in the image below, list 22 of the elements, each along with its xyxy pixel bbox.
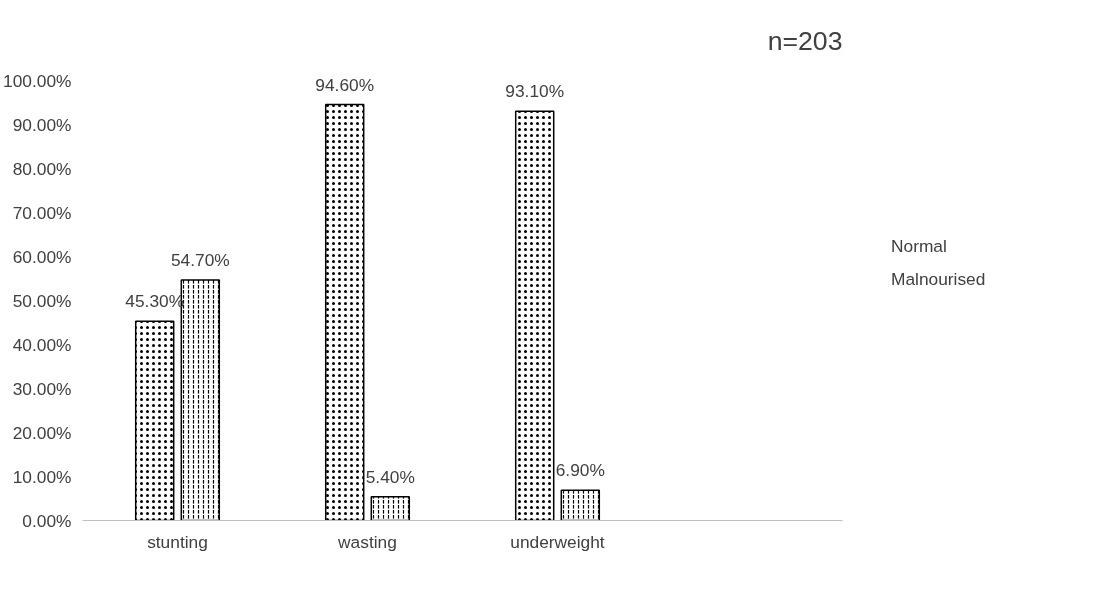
data-label: 94.60% <box>315 74 375 95</box>
y-tick-label: 60.00% <box>12 246 72 267</box>
data-label: 5.40% <box>365 466 415 487</box>
x-tick-label: wasting <box>337 531 397 552</box>
text: Malnourised <box>891 269 986 290</box>
y-tick-label: 90.00% <box>12 114 72 135</box>
data-label: 93.10% <box>505 81 565 102</box>
data-label: 6.90% <box>555 460 605 481</box>
text: Normal <box>891 236 947 257</box>
text: n=203 <box>767 25 843 56</box>
y-tick-label: 30.00% <box>12 378 72 399</box>
y-tick-label: 20.00% <box>12 422 72 443</box>
x-tick-label: underweight <box>510 531 605 552</box>
y-tick-label: 0.00% <box>22 510 72 531</box>
y-tick-label: 70.00% <box>12 202 72 223</box>
y-tick-label: 80.00% <box>12 158 72 179</box>
data-label: 54.70% <box>170 250 230 271</box>
y-tick-label: 40.00% <box>12 334 72 355</box>
y-tick-label: 50.00% <box>12 290 72 311</box>
y-tick-label: 10.00% <box>12 466 72 487</box>
x-tick-label: stunting <box>147 531 208 552</box>
y-tick-label: 100.00% <box>3 70 72 91</box>
